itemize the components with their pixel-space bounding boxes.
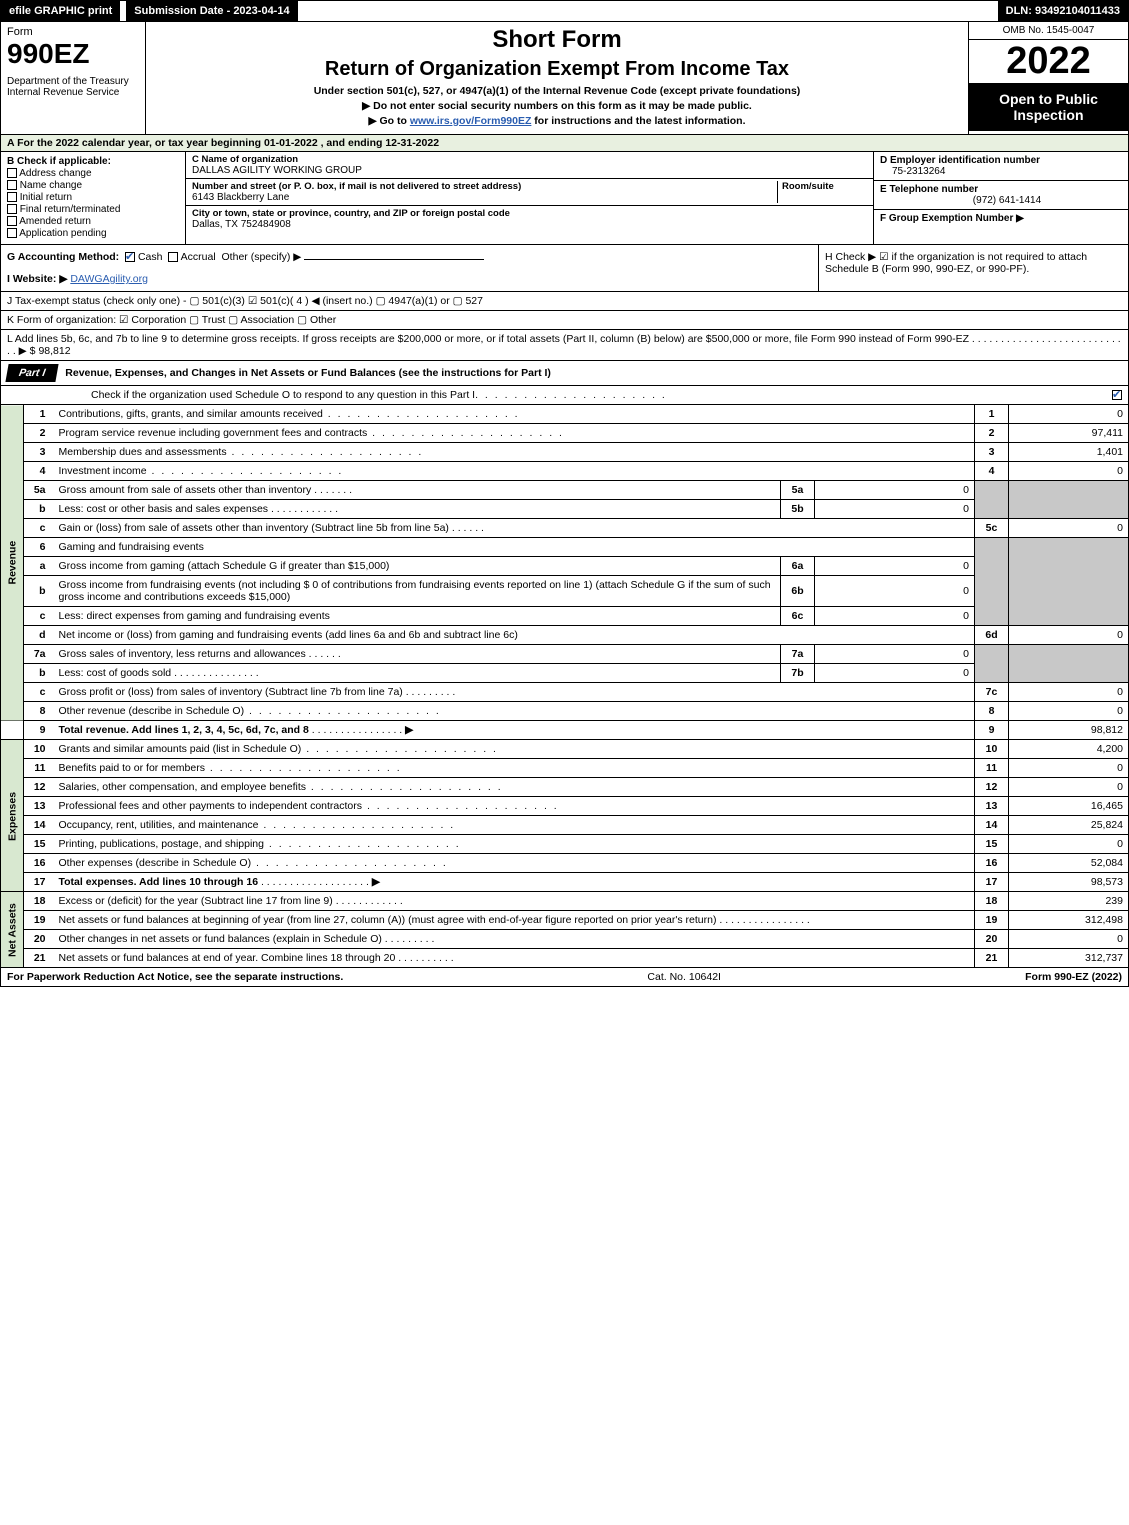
line-21-value: 312,737 bbox=[1009, 949, 1129, 968]
checkbox-icon bbox=[7, 204, 17, 214]
org-name: DALLAS AGILITY WORKING GROUP bbox=[192, 165, 867, 176]
line-6a-value: 0 bbox=[815, 557, 975, 576]
chk-application-pending[interactable]: Application pending bbox=[7, 228, 179, 239]
line-12-value: 0 bbox=[1009, 778, 1129, 797]
line-9-value: 98,812 bbox=[1009, 721, 1129, 740]
footer-cat-no: Cat. No. 10642I bbox=[343, 971, 1025, 983]
subtitle-2: ▶ Do not enter social security numbers o… bbox=[156, 100, 958, 112]
checkbox-icon bbox=[7, 192, 17, 202]
omb-number: OMB No. 1545-0047 bbox=[969, 22, 1128, 40]
chk-initial-return[interactable]: Initial return bbox=[7, 192, 179, 203]
open-public-badge: Open to Public Inspection bbox=[969, 83, 1128, 131]
chk-name-change[interactable]: Name change bbox=[7, 180, 179, 191]
line-10-value: 4,200 bbox=[1009, 740, 1129, 759]
col-def: D Employer identification number 75-2313… bbox=[873, 152, 1128, 244]
main-title: Return of Organization Exempt From Incom… bbox=[156, 58, 958, 81]
f-group-label: F Group Exemption Number ▶ bbox=[880, 213, 1122, 224]
c-street-label: Number and street (or P. O. box, if mail… bbox=[192, 181, 777, 192]
subtitle-3: ▶ Go to www.irs.gov/Form990EZ for instru… bbox=[156, 115, 958, 127]
part-label: Part I bbox=[5, 364, 58, 382]
line-2-value: 97,411 bbox=[1009, 424, 1129, 443]
line-6b-value: 0 bbox=[815, 576, 975, 607]
top-bar: efile GRAPHIC print Submission Date - 20… bbox=[0, 0, 1129, 22]
line-7b-value: 0 bbox=[815, 664, 975, 683]
row-g: G Accounting Method: Cash Accrual Other … bbox=[1, 245, 818, 291]
side-revenue: Revenue bbox=[1, 405, 24, 721]
short-form-title: Short Form bbox=[156, 26, 958, 54]
phone-value: (972) 641-1414 bbox=[892, 195, 1122, 206]
line-7a-value: 0 bbox=[815, 645, 975, 664]
dln-label: DLN: 93492104011433 bbox=[998, 1, 1128, 21]
line-18-value: 239 bbox=[1009, 892, 1129, 911]
part-1-sub: Check if the organization used Schedule … bbox=[0, 386, 1129, 405]
d-ein-label: D Employer identification number bbox=[880, 155, 1122, 166]
line-5a-value: 0 bbox=[815, 481, 975, 500]
form-header: Form 990EZ Department of the Treasury In… bbox=[0, 22, 1129, 135]
e-phone-label: E Telephone number bbox=[880, 184, 1122, 195]
b-title: B Check if applicable: bbox=[7, 156, 179, 167]
line-8-value: 0 bbox=[1009, 702, 1129, 721]
part-title: Revenue, Expenses, and Changes in Net As… bbox=[65, 367, 551, 379]
chk-address-change[interactable]: Address change bbox=[7, 168, 179, 179]
checkbox-icon bbox=[1112, 390, 1122, 400]
chk-final-return[interactable]: Final return/terminated bbox=[7, 204, 179, 215]
efile-label[interactable]: efile GRAPHIC print bbox=[1, 1, 120, 21]
line-6c-value: 0 bbox=[815, 607, 975, 626]
checkbox-icon bbox=[7, 168, 17, 178]
row-a-period: A For the 2022 calendar year, or tax yea… bbox=[0, 135, 1129, 152]
line-11-value: 0 bbox=[1009, 759, 1129, 778]
checkbox-icon bbox=[125, 252, 135, 262]
line-7c-value: 0 bbox=[1009, 683, 1129, 702]
line-14-value: 25,824 bbox=[1009, 816, 1129, 835]
c-name-label: C Name of organization bbox=[192, 154, 867, 165]
checkbox-icon bbox=[7, 216, 17, 226]
line-5b-value: 0 bbox=[815, 500, 975, 519]
row-h: H Check ▶ ☑ if the organization is not r… bbox=[818, 245, 1128, 291]
side-net-assets: Net Assets bbox=[1, 892, 24, 968]
line-3-value: 1,401 bbox=[1009, 443, 1129, 462]
form-word: Form bbox=[7, 26, 139, 38]
page-footer: For Paperwork Reduction Act Notice, see … bbox=[0, 968, 1129, 987]
line-6d-value: 0 bbox=[1009, 626, 1129, 645]
checkbox-icon bbox=[7, 228, 17, 238]
i-label: I Website: ▶ bbox=[7, 273, 67, 285]
row-l: L Add lines 5b, 6c, and 7b to line 9 to … bbox=[0, 330, 1129, 361]
line-20-value: 0 bbox=[1009, 930, 1129, 949]
tax-year: 2022 bbox=[969, 40, 1128, 83]
website-link[interactable]: DAWGAgility.org bbox=[70, 273, 148, 285]
part-1-header: Part I Revenue, Expenses, and Changes in… bbox=[0, 361, 1129, 386]
row-j: J Tax-exempt status (check only one) - ▢… bbox=[0, 292, 1129, 311]
subtitle-1: Under section 501(c), 527, or 4947(a)(1)… bbox=[156, 85, 958, 97]
org-city: Dallas, TX 752484908 bbox=[192, 219, 867, 230]
org-street: 6143 Blackberry Lane bbox=[192, 192, 777, 203]
footer-right: Form 990-EZ (2022) bbox=[1025, 971, 1122, 983]
section-g-h: G Accounting Method: Cash Accrual Other … bbox=[0, 245, 1129, 292]
checkbox-icon bbox=[7, 180, 17, 190]
c-room-label: Room/suite bbox=[782, 181, 867, 192]
footer-left: For Paperwork Reduction Act Notice, see … bbox=[7, 971, 343, 983]
col-b: B Check if applicable: Address change Na… bbox=[1, 152, 186, 244]
form-number: 990EZ bbox=[7, 38, 139, 70]
checkbox-icon bbox=[168, 252, 178, 262]
ein-value: 75-2313264 bbox=[892, 166, 1122, 177]
side-expenses: Expenses bbox=[1, 740, 24, 892]
col-c: C Name of organization DALLAS AGILITY WO… bbox=[186, 152, 873, 244]
line-5c-value: 0 bbox=[1009, 519, 1129, 538]
department-label: Department of the Treasury Internal Reve… bbox=[7, 76, 139, 98]
irs-link[interactable]: www.irs.gov/Form990EZ bbox=[410, 115, 532, 127]
line-13-value: 16,465 bbox=[1009, 797, 1129, 816]
line-15-value: 0 bbox=[1009, 835, 1129, 854]
gross-receipts-amount: 98,812 bbox=[38, 345, 70, 357]
chk-amended-return[interactable]: Amended return bbox=[7, 216, 179, 227]
line-1-value: 0 bbox=[1009, 405, 1129, 424]
row-k: K Form of organization: ☑ Corporation ▢ … bbox=[0, 311, 1129, 330]
section-b-to-f: B Check if applicable: Address change Na… bbox=[0, 152, 1129, 245]
submission-date: Submission Date - 2023-04-14 bbox=[124, 1, 297, 21]
c-city-label: City or town, state or province, country… bbox=[192, 208, 867, 219]
line-19-value: 312,498 bbox=[1009, 911, 1129, 930]
line-17-value: 98,573 bbox=[1009, 873, 1129, 892]
line-4-value: 0 bbox=[1009, 462, 1129, 481]
lines-table: Revenue 1Contributions, gifts, grants, a… bbox=[0, 405, 1129, 968]
line-16-value: 52,084 bbox=[1009, 854, 1129, 873]
